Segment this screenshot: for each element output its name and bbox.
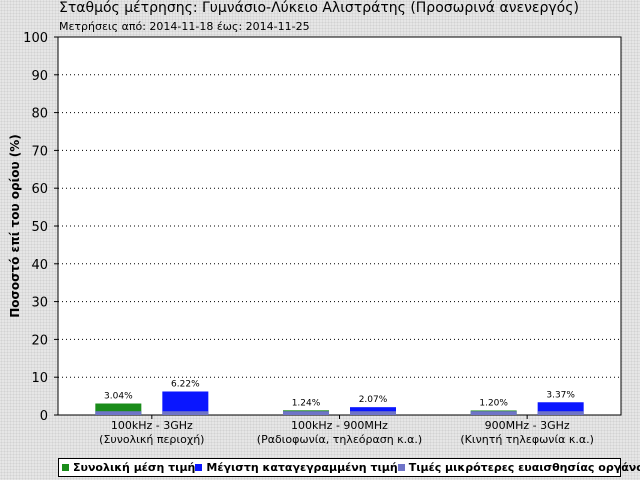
category-label-description: (Κινητή τηλεφωνία κ.α.)	[460, 433, 594, 446]
bar	[162, 391, 209, 415]
legend-item-sensitivity: Τιμές μικρότερες ευαισθησίας οργάνου	[397, 461, 640, 474]
legend-label-sensitivity: Τιμές μικρότερες ευαισθησίας οργάνου	[408, 461, 640, 474]
y-tick-label: 80	[31, 107, 48, 122]
data-label: 3.37%	[546, 390, 575, 400]
data-label: 1.24%	[292, 398, 321, 408]
y-tick-label: 0	[40, 409, 48, 424]
plot-area	[57, 36, 622, 416]
y-tick-label: 60	[31, 182, 48, 197]
data-label: 2.07%	[359, 395, 388, 405]
y-tick-label: 100	[23, 31, 48, 46]
bar-sensitivity	[470, 411, 517, 415]
x-axis-categories: 100kHz - 3GHz(Συνολική περιοχή) 100kHz - …	[99, 415, 594, 446]
y-tick-label: 20	[31, 333, 48, 348]
y-axis-ticks: 0 10 20 30 40 50 60 70 80 90 100	[23, 31, 58, 424]
y-tick-label: 90	[31, 69, 48, 84]
legend-swatch-sensitivity	[397, 464, 405, 471]
bars: 3.04% 6.22% 1.24% 2.07% 1.20% 3.37%	[95, 379, 584, 415]
bar	[350, 407, 396, 415]
y-tick-label: 50	[31, 220, 48, 235]
legend-label-maximum: Μέγιστη καταγεγραμμένη τιμή	[206, 461, 398, 474]
data-label: 6.22%	[171, 379, 200, 389]
category-label-range: 100kHz - 3GHz	[111, 419, 193, 432]
legend-item-average: Συνολική μέση τιμή	[62, 461, 195, 474]
category-label-range: 900MHz - 3GHz	[485, 419, 570, 432]
category-label-description: (Συνολική περιοχή)	[99, 433, 204, 446]
category-label-range: 100kHz - 900MHz	[291, 419, 388, 432]
legend-label-average: Συνολική μέση τιμή	[73, 461, 196, 474]
legend-swatch-maximum	[195, 464, 203, 471]
chart-title: Σταθμός μέτρησης: Γυμνάσιο-Λύκειο Αλιστρ…	[59, 0, 579, 16]
data-label: 1.20%	[479, 398, 508, 408]
bar-sensitivity	[283, 411, 329, 415]
y-tick-label: 40	[31, 258, 48, 273]
y-tick-label: 70	[31, 144, 48, 159]
chart-subtitle: Μετρήσεις από: 2014-11-18 έως: 2014-11-2…	[59, 20, 310, 33]
bar	[95, 403, 142, 415]
bar-sensitivity	[95, 411, 142, 415]
legend-swatch-average	[62, 464, 69, 471]
legend-item-maximum: Μέγιστη καταγεγραμμένη τιμή	[195, 461, 398, 474]
y-tick-label: 30	[31, 296, 48, 311]
y-axis-label: Ποσοστό επί του ορίου (%)	[8, 134, 22, 318]
category-label-description: (Ραδιοφωνία, τηλεόραση κ.α.)	[257, 433, 422, 446]
chart-legend: Συνολική μέση τιμή Μέγιστη καταγεγραμμέν…	[58, 458, 640, 477]
bar-sensitivity	[350, 411, 396, 415]
bar-sensitivity	[537, 411, 584, 415]
bar-chart: 0 10 20 30 40 50 60 70 80 90 100 3.04% 6.22% 1.24% 2.…	[8, 31, 622, 446]
data-label: 3.04%	[104, 392, 133, 402]
bar-sensitivity	[162, 411, 209, 415]
y-tick-label: 10	[31, 371, 48, 386]
